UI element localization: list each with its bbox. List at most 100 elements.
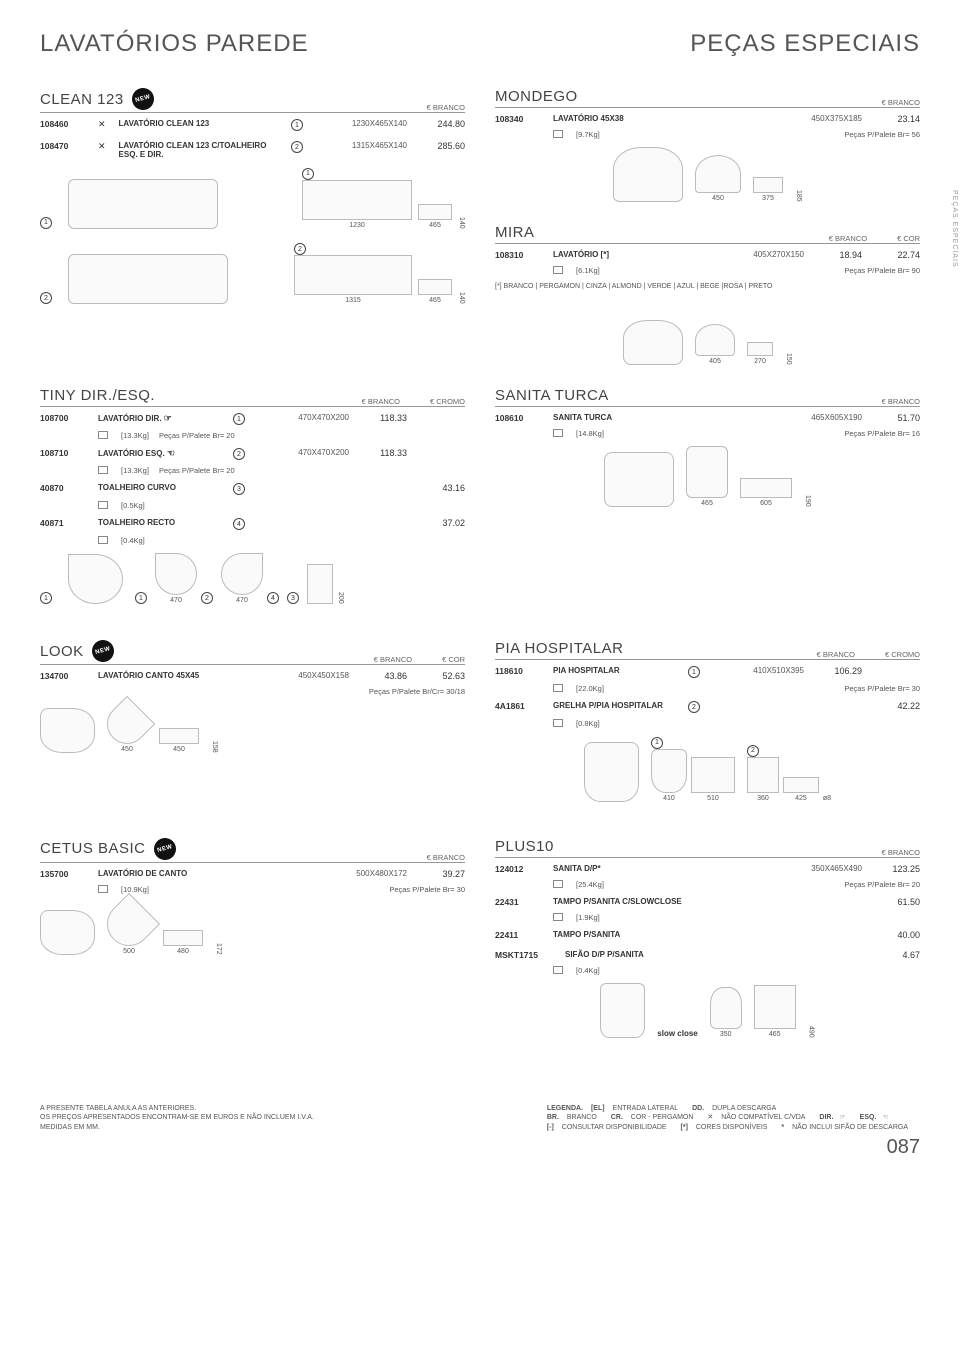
product-name: SANITA D/P* [553, 864, 762, 873]
palete: Peças P/Palete Br= 20 [844, 880, 920, 889]
ref-num-icon: 1 [40, 217, 52, 229]
sku: 22431 [495, 897, 543, 907]
clean123-diagram: 1 1 1230 465 140 [40, 167, 465, 229]
tiny-title: TINY DIR./ESQ. [40, 387, 155, 404]
ref-num-icon: 1 [651, 737, 663, 749]
ref-num-icon: 3 [287, 592, 299, 604]
price: 43.16 [417, 483, 465, 493]
new-badge-icon: NEW [89, 638, 116, 665]
legend-val: COR - PERGAMON [631, 1114, 694, 1121]
weight: [10.9Kg] [121, 885, 149, 894]
product-name: PIA HOSPITALAR [553, 666, 678, 675]
new-badge-icon: NEW [129, 86, 156, 113]
product-name: LAVATÓRIO CLEAN 123 C/TOALHEIRO ESQ. E D… [119, 141, 281, 159]
dim-label: 425 [783, 795, 819, 802]
palete: Peças P/Palete Br= 30 [389, 885, 465, 894]
right-col-1: MONDEGO € BRANCO 108340 LAVATÓRIO 45X38 … [495, 88, 920, 387]
sku: 40870 [40, 483, 88, 493]
ref-num-icon: 2 [294, 243, 306, 255]
dim-label: 1315 [294, 297, 412, 304]
dimensions: 405X270X150 [714, 250, 804, 259]
section-clean123: CLEAN 123 NEW € BRANCO 108460 ✕ LAVATÓRI… [40, 88, 465, 365]
product-name: LAVATÓRIO CANTO 45X45 [98, 671, 249, 680]
price: 106.29 [814, 666, 862, 676]
price: 118.33 [359, 448, 407, 458]
ref-num-icon: 1 [40, 592, 52, 604]
palete: Peças P/Palete Br= 56 [844, 130, 920, 139]
box-icon [553, 429, 563, 437]
dim-label: 480 [163, 948, 203, 955]
weight: [0.4Kg] [121, 536, 145, 545]
legend-key: [-] [547, 1124, 554, 1131]
legend-key: * [781, 1124, 784, 1131]
dim-label: 490 [808, 1026, 815, 1038]
product-name: LAVATÓRIO DE CANTO [98, 869, 307, 878]
look-diagram: 450 450 158 [40, 704, 465, 753]
box-icon [553, 266, 563, 274]
dim-label: 172 [215, 943, 222, 955]
mira-title: MIRA [495, 224, 535, 241]
dim-label: 185 [795, 190, 802, 202]
dim-label: 140 [458, 217, 465, 229]
dim-label: 465 [418, 297, 452, 304]
product-name: TOALHEIRO CURVO [98, 483, 223, 492]
price: 52.63 [417, 671, 465, 681]
mira-colors-note: [*] BRANCO | PERGAMON | CINZA | ALMOND |… [495, 283, 920, 290]
page-number: 087 [547, 1133, 920, 1161]
new-badge-icon: NEW [151, 835, 178, 862]
clean123-title: CLEAN 123 [40, 91, 124, 108]
box-icon [98, 885, 108, 893]
legend-key: [*] [681, 1124, 688, 1131]
weight: [14.8Kg] [576, 429, 604, 438]
dimensions: 450X375X185 [772, 114, 862, 123]
ref-num-icon: 2 [233, 448, 245, 460]
palete: Peças P/Palete Br/Cr= 30/18 [369, 687, 465, 696]
product-name: TAMPO P/SANITA [553, 930, 762, 939]
footer-line: MEDIDAS EM MM. [40, 1123, 314, 1133]
legend-val: ENTRADA LATERAL [613, 1105, 679, 1112]
legend-title: LEGENDA. [547, 1105, 583, 1112]
cetus-price-col: € BRANCO [427, 853, 465, 862]
legend-key: ✕ [707, 1114, 713, 1121]
price: 18.94 [814, 250, 862, 260]
ref-num-icon: 2 [201, 592, 213, 604]
section-cetus: CETUS BASIC NEW € BRANCO 135700 LAVATÓRI… [40, 838, 465, 1052]
dim-label: 510 [691, 795, 735, 802]
slowclose-icon: slow close [657, 1030, 697, 1038]
cetus-diagram: 500 480 172 [40, 902, 465, 955]
price: 23.14 [872, 114, 920, 124]
section-mondego: MONDEGO € BRANCO 108340 LAVATÓRIO 45X38 … [495, 88, 920, 202]
legend-val: NÃO COMPATÍVEL C/VDA [721, 1114, 805, 1121]
dimensions: 410X510X395 [714, 666, 804, 675]
dim-label: 500 [107, 948, 151, 955]
ref-num-icon: 2 [747, 745, 759, 757]
dim-label: 360 [747, 795, 779, 802]
ref-num-icon: 1 [291, 119, 303, 131]
ref-num-icon: 1 [135, 592, 147, 604]
dim-label: 140 [458, 292, 465, 304]
sku: 118610 [495, 666, 543, 676]
legend-key: ESQ. [860, 1114, 877, 1121]
ref-num-icon: 4 [267, 592, 279, 604]
box-icon [98, 466, 108, 474]
weight: [0.4Kg] [576, 966, 600, 975]
footer-line: A PRESENTE TABELA ANULA AS ANTERIORES. [40, 1104, 314, 1114]
dim-label: ø8 [823, 795, 831, 802]
ref-num-icon: 3 [233, 483, 245, 495]
weight: [25.4Kg] [576, 880, 604, 889]
dimensions: 500X480X172 [317, 869, 407, 878]
palete: Peças P/Palete Br= 90 [844, 266, 920, 275]
price: 285.60 [417, 141, 465, 151]
not-compatible-icon: ✕ [98, 141, 106, 152]
box-icon [98, 536, 108, 544]
dimensions: 470X470X200 [259, 413, 349, 422]
page-title-right: PEÇAS ESPECIAIS [690, 30, 920, 58]
legend-key: CR. [611, 1114, 623, 1121]
tiny-price-col2: € CROMO [430, 397, 465, 406]
box-icon [553, 913, 563, 921]
product-name: LAVATÓRIO DIR. [98, 414, 162, 423]
box-icon [553, 719, 563, 727]
sku: 22411 [495, 930, 543, 940]
sku: 108310 [495, 250, 543, 260]
sku: 135700 [40, 869, 88, 879]
